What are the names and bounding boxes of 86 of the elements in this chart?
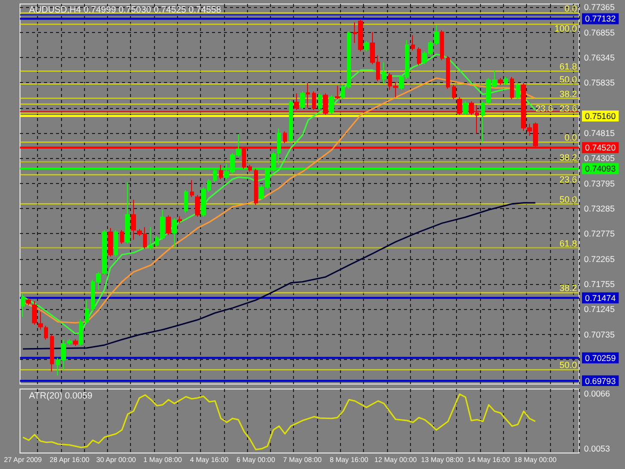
- candlestick: [184, 190, 188, 214]
- chart-title: AUDUSD,H4 0.74999 0.75030 0.74525 0.74558: [29, 4, 222, 14]
- y-tick-label: 0.70735: [584, 329, 615, 340]
- chart-title: ATR(20) 0.0059: [29, 390, 92, 400]
- y-tick-label: 0.76345: [584, 52, 615, 63]
- candlestick: [510, 76, 514, 100]
- candlestick: [300, 90, 305, 110]
- candlestick: [73, 338, 78, 346]
- candlestick: [67, 338, 72, 346]
- candlestick: [341, 84, 345, 100]
- annotation: 0.0: [564, 3, 577, 14]
- y-tick-label: 0.73795: [584, 178, 615, 188]
- y-tick-label: 0.76855: [584, 27, 615, 38]
- y-tick-label: 0.72265: [584, 254, 615, 264]
- ref-line-label: 0.70259: [585, 352, 616, 363]
- line-series: [22, 202, 536, 350]
- candlestick: [306, 82, 310, 109]
- candlestick: [85, 300, 89, 324]
- candlestick: [102, 230, 107, 276]
- candlestick: [289, 100, 293, 143]
- candlestick: [364, 40, 369, 52]
- candlestick: [335, 85, 340, 100]
- candlestick: [411, 34, 415, 51]
- y-tick-label: 0.75835: [584, 78, 615, 88]
- candlestick: [50, 334, 54, 372]
- candlestick: [178, 216, 182, 224]
- y-tick-label: 0.72775: [584, 228, 615, 239]
- ref-line-label: 0.74520: [585, 142, 616, 153]
- candlestick: [417, 46, 421, 66]
- y-tick-label: 0.74305: [584, 153, 615, 164]
- annotation: 61.8: [559, 238, 577, 248]
- candlestick: [131, 199, 136, 240]
- y-tick-label: 0.71245: [584, 304, 615, 314]
- annotation: 100.0: [554, 24, 577, 34]
- ref-line-label: 0.71474: [585, 292, 616, 303]
- candlestick: [329, 94, 334, 115]
- ref-line-label: 0.74093: [585, 164, 616, 174]
- candlestick: [498, 78, 503, 86]
- annotation: 61.8: [559, 62, 577, 72]
- annotation: 0.0: [564, 132, 577, 143]
- annotation: 23.6: [559, 174, 577, 184]
- candlestick: [277, 128, 281, 166]
- candlestick: [149, 226, 153, 250]
- ref-line-label: 0.75160: [585, 111, 616, 122]
- candlestick: [463, 100, 468, 116]
- candlestick: [440, 30, 444, 61]
- annotation: 38.2: [559, 88, 577, 99]
- candlestick: [504, 76, 508, 86]
- candlestick: [172, 218, 177, 248]
- candlestick: [114, 230, 118, 258]
- annotation: 50.0: [559, 74, 577, 84]
- annotation: 50.0: [559, 360, 577, 370]
- candlestick: [452, 84, 456, 100]
- annotation: 23.6: [535, 104, 553, 114]
- annotation: 38.2: [559, 283, 577, 294]
- y-tick-label: 0.0066: [584, 388, 610, 398]
- y-tick-label: 0.71755: [584, 279, 615, 290]
- candlestick: [248, 164, 252, 172]
- candlestick: [516, 82, 520, 100]
- y-tick-label: 0.0053: [584, 444, 610, 454]
- annotation: 38.2: [559, 152, 577, 162]
- y-tick-label: 0.77365: [584, 2, 615, 12]
- candlestick: [125, 182, 130, 244]
- candlestick: [79, 318, 83, 346]
- ref-line-label: 0.77132: [585, 14, 616, 24]
- candlestick: [446, 56, 450, 90]
- annotation: 50.0: [559, 194, 577, 204]
- candlestick: [347, 30, 351, 90]
- candlestick: [318, 92, 322, 111]
- candlestick: [190, 180, 194, 198]
- candlestick: [219, 164, 223, 180]
- candlestick: [21, 293, 25, 318]
- candlestick: [283, 130, 287, 144]
- ref-line-label: 0.69793: [585, 376, 616, 386]
- candlestick: [195, 194, 200, 218]
- y-tick-label: 0.73285: [584, 204, 615, 214]
- candlestick: [382, 62, 386, 84]
- line-series: [22, 393, 536, 450]
- candlestick: [32, 300, 37, 326]
- candlestick: [26, 298, 31, 306]
- candlestick: [166, 214, 171, 236]
- candlestick: [254, 168, 258, 206]
- candlestick: [108, 228, 113, 258]
- candlestick: [120, 230, 124, 244]
- y-tick-label: 0.74815: [584, 128, 615, 138]
- candlestick: [481, 100, 485, 143]
